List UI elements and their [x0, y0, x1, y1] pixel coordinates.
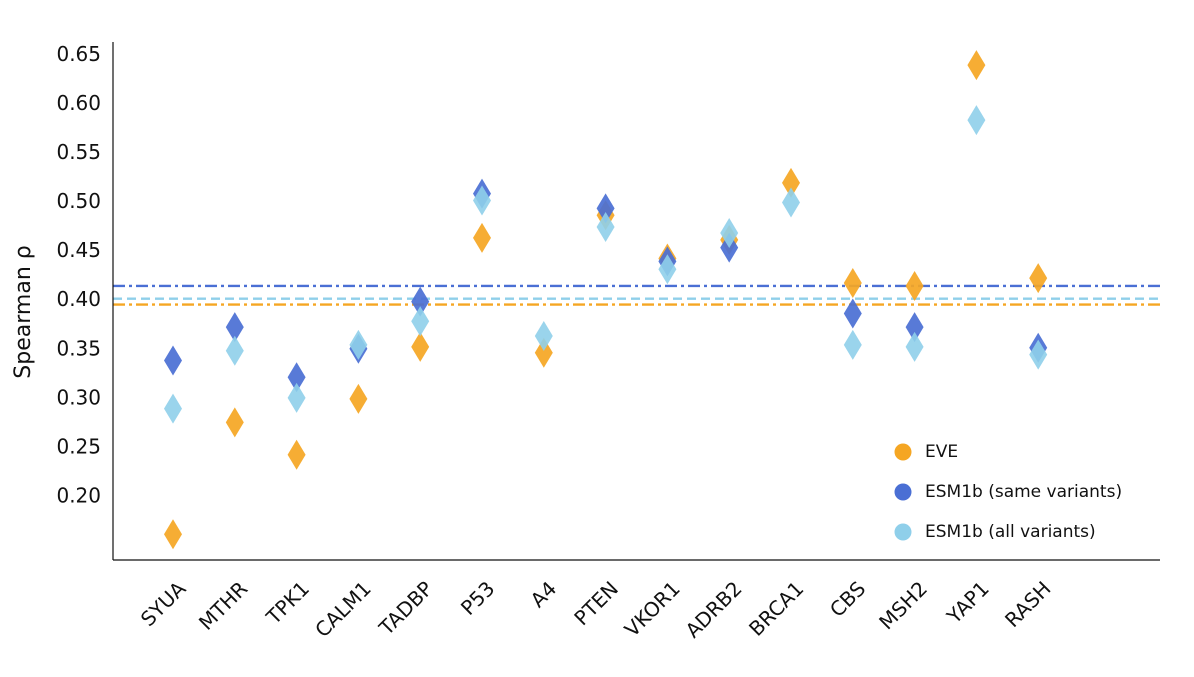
y-tick-label: 0.65: [56, 42, 101, 66]
y-ticks: 0.20 0.25 0.30 0.35 0.40 0.45 0.50 0.55 0.60 0.65: [56, 42, 101, 508]
data-point: [1029, 263, 1048, 294]
data-point: [967, 105, 986, 136]
y-tick-label: 0.45: [56, 238, 101, 262]
data-point: [905, 270, 924, 301]
data-point: [534, 321, 553, 352]
data-point: [287, 362, 306, 393]
x-tick-label: TADBP: [374, 576, 438, 640]
x-tick-label: A4: [526, 576, 562, 612]
data-point: [843, 329, 862, 360]
data-point: [596, 212, 615, 243]
data-point: [349, 383, 368, 414]
x-tick-label: TPK1: [261, 576, 314, 629]
y-tick-label: 0.50: [56, 189, 101, 213]
data-point: [287, 382, 306, 413]
x-tick-label: SYUA: [136, 576, 191, 631]
data-point: [349, 329, 368, 360]
data-point: [843, 298, 862, 329]
x-tick-label: MTHR: [194, 576, 252, 634]
legend-label: ESM1b (all variants): [925, 522, 1096, 542]
legend: EVE ESM1b (same variants) ESM1b (all varia…: [894, 442, 1122, 542]
mean-lines: [113, 284, 1160, 306]
y-tick-label: 0.35: [56, 336, 101, 360]
data-point: [1029, 339, 1048, 370]
data-point: [164, 393, 182, 424]
y-tick-label: 0.55: [56, 140, 101, 164]
y-axis-title: Spearman ρ: [11, 245, 36, 378]
x-tick-label: CALM1: [310, 576, 376, 642]
data-point: [782, 187, 800, 218]
x-tick-label: YAP1: [941, 576, 993, 628]
y-tick-label: 0.60: [56, 91, 101, 115]
y-tick-label: 0.25: [56, 434, 101, 458]
x-tick-label: PTEN: [569, 576, 623, 630]
data-point: [905, 331, 924, 362]
x-tick-label: P53: [456, 576, 499, 619]
data-point: [473, 185, 491, 216]
x-tick-label: ADRB2: [681, 576, 747, 642]
x-tick-label: RASH: [1000, 576, 1056, 632]
data-point: [411, 306, 430, 337]
x-tick-label: MSH2: [874, 576, 932, 634]
x-tick-label: BRCA1: [744, 576, 808, 640]
data-point: [411, 286, 430, 317]
data-point: [967, 50, 986, 81]
data-point: [287, 439, 306, 470]
legend-label: EVE: [925, 442, 958, 462]
data-point: [843, 268, 862, 299]
data-point: [596, 193, 615, 224]
data-point: [225, 335, 244, 366]
y-tick-label: 0.20: [56, 484, 101, 508]
legend-label: ESM1b (same variants): [925, 482, 1122, 502]
x-tick-label: CBS: [825, 576, 870, 621]
data-point: [164, 519, 182, 550]
y-tick-label: 0.40: [56, 287, 101, 311]
data-point: [658, 254, 677, 285]
data-point: [225, 407, 244, 438]
data-point: [411, 331, 430, 362]
axes: [112, 42, 1160, 561]
data-point: [473, 222, 491, 253]
data-point: [534, 337, 553, 368]
data-point: [720, 217, 739, 248]
legend-marker: [894, 523, 912, 541]
points: [164, 50, 1048, 550]
y-tick-label: 0.30: [56, 385, 101, 409]
data-point: [164, 345, 182, 376]
data-point: [905, 312, 924, 343]
data-point: [225, 312, 244, 343]
legend-marker: [894, 483, 912, 501]
data-point: [782, 167, 800, 198]
legend-marker: [894, 443, 912, 461]
x-tick-label: VKOR1: [620, 576, 685, 641]
